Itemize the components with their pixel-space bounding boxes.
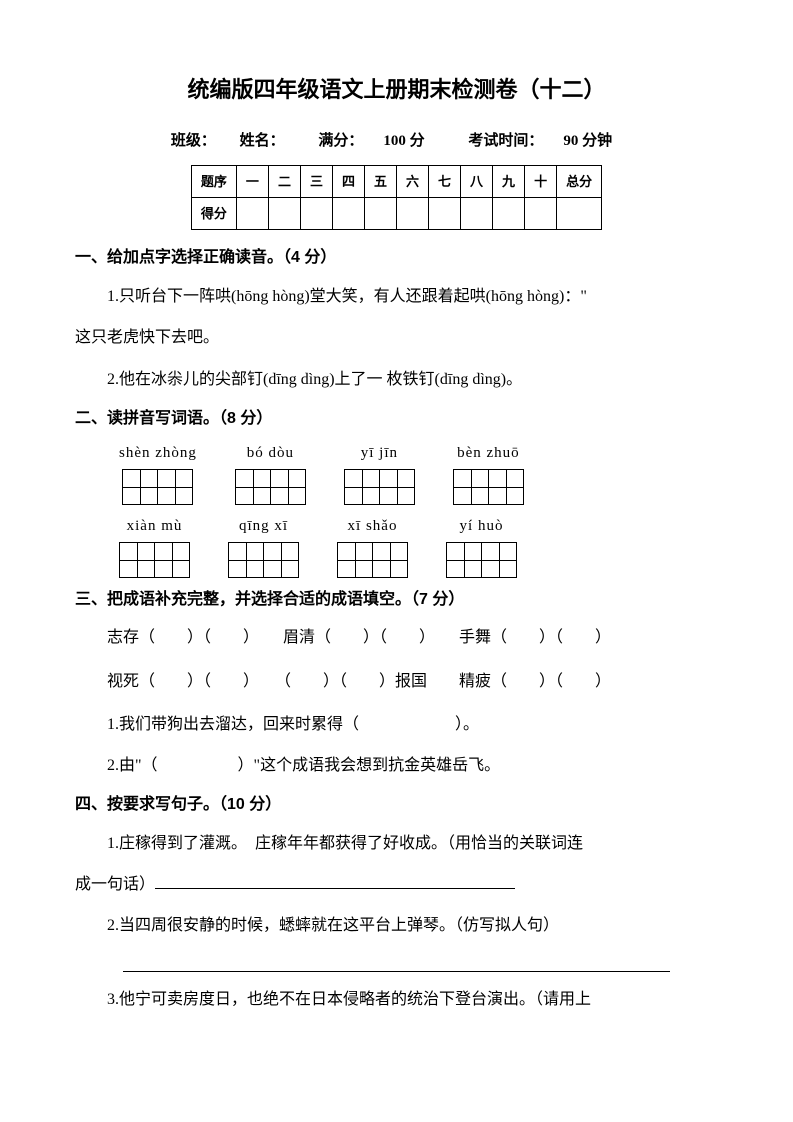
- idiom-line-2: 视死（ ）（ ） （ ）（ ）报国 精疲（ ）（ ）: [75, 664, 718, 699]
- cell: 五: [364, 165, 396, 197]
- pinyin-row-2: xiàn mù qīng xī xī shǎo yí huò: [119, 513, 718, 578]
- tianzi-grid[interactable]: [122, 469, 193, 505]
- tianzi-grid[interactable]: [119, 542, 190, 578]
- cell: 一: [236, 165, 268, 197]
- s4-q1a: 1.庄稼得到了灌溉。 庄稼年年都获得了好收成。（用恰当的关联词连: [75, 826, 718, 861]
- cell: 四: [332, 165, 364, 197]
- cell[interactable]: [397, 197, 429, 229]
- section-4-head: 四、按要求写句子。（10 分）: [75, 791, 718, 820]
- q1-line2: 这只老虎快下去吧。: [75, 320, 718, 355]
- pinyin-label: xiàn mù: [127, 513, 183, 540]
- cell[interactable]: [525, 197, 557, 229]
- cell: 七: [429, 165, 461, 197]
- section-2-head: 二、读拼音写词语。（8 分）: [75, 405, 718, 434]
- cell[interactable]: [300, 197, 332, 229]
- s4-q2: 2.当四周很安静的时候，蟋蟀就在这平台上弹琴。（仿写拟人句）: [75, 908, 718, 943]
- pinyin-item: xī shǎo: [337, 513, 408, 578]
- pinyin-label: bó dòu: [247, 440, 294, 467]
- answer-blank[interactable]: [123, 949, 670, 971]
- s3-q2: 2.由"（ ）"这个成语我会想到抗金英雄岳飞。: [75, 748, 718, 783]
- pinyin-item: bó dòu: [235, 440, 306, 505]
- cell[interactable]: [493, 197, 525, 229]
- idiom-line-1: 志存（ ）（ ） 眉清（ ）（ ） 手舞（ ）（ ）: [75, 620, 718, 655]
- pinyin-label: yī jīn: [361, 440, 398, 467]
- cell: 六: [397, 165, 429, 197]
- pinyin-item: yí huò: [446, 513, 517, 578]
- section-3-head: 三、把成语补充完整，并选择合适的成语填空。（7 分）: [75, 586, 718, 615]
- table-row: 得分: [191, 197, 601, 229]
- cell[interactable]: [461, 197, 493, 229]
- tianzi-grid[interactable]: [446, 542, 517, 578]
- full-score: 满分：100 分: [308, 133, 434, 149]
- cell: 二: [268, 165, 300, 197]
- s4-q1b: 成一句话）: [75, 867, 718, 902]
- cell: 题序: [191, 165, 236, 197]
- meta-row: 班级： 姓名： 满分：100 分 考试时间：90 分钟: [75, 128, 718, 155]
- tianzi-grid[interactable]: [235, 469, 306, 505]
- pinyin-item: shèn zhòng: [119, 440, 197, 505]
- s4-q3: 3.他宁可卖房度日，也绝不在日本侵略者的统治下登台演出。（请用上: [75, 982, 718, 1017]
- pinyin-item: qīng xī: [228, 513, 299, 578]
- cell: 总分: [557, 165, 602, 197]
- cell[interactable]: [236, 197, 268, 229]
- pinyin-row-1: shèn zhòng bó dòu yī jīn bèn zhuō: [119, 440, 718, 505]
- class-label: 班级：: [171, 133, 216, 149]
- section-1-head: 一、给加点字选择正确读音。（4 分）: [75, 244, 718, 273]
- tianzi-grid[interactable]: [344, 469, 415, 505]
- pinyin-item: xiàn mù: [119, 513, 190, 578]
- pinyin-label: xī shǎo: [348, 513, 398, 540]
- cell: 得分: [191, 197, 236, 229]
- cell[interactable]: [364, 197, 396, 229]
- tianzi-grid[interactable]: [228, 542, 299, 578]
- s3-q1: 1.我们带狗出去溜达，回来时累得（ ）。: [75, 707, 718, 742]
- cell[interactable]: [268, 197, 300, 229]
- tianzi-grid[interactable]: [337, 542, 408, 578]
- cell: 三: [300, 165, 332, 197]
- pinyin-label: yí huò: [460, 513, 504, 540]
- pinyin-label: shèn zhòng: [119, 440, 197, 467]
- cell[interactable]: [429, 197, 461, 229]
- pinyin-item: yī jīn: [344, 440, 415, 505]
- tianzi-grid[interactable]: [453, 469, 524, 505]
- cell[interactable]: [332, 197, 364, 229]
- q2-line: 2.他在冰尜儿的尖部钉(dīng dìng)上了一 枚铁钉(dīng dìng)…: [75, 362, 718, 397]
- answer-blank[interactable]: [155, 873, 515, 889]
- cell: 八: [461, 165, 493, 197]
- name-label: 姓名：: [240, 133, 285, 149]
- cell: 九: [493, 165, 525, 197]
- q1-line1: 1.只听台下一阵哄(hōng hòng)堂大笑，有人还跟着起哄(hōng hòn…: [75, 279, 718, 314]
- table-row: 题序 一 二 三 四 五 六 七 八 九 十 总分: [191, 165, 601, 197]
- pinyin-label: qīng xī: [239, 513, 288, 540]
- exam-title: 统编版四年级语文上册期末检测卷（十二）: [75, 70, 718, 110]
- pinyin-label: bèn zhuō: [457, 440, 520, 467]
- pinyin-item: bèn zhuō: [453, 440, 524, 505]
- score-table: 题序 一 二 三 四 五 六 七 八 九 十 总分 得分: [191, 165, 602, 231]
- cell[interactable]: [557, 197, 602, 229]
- exam-time: 考试时间：90 分钟: [458, 133, 622, 149]
- cell: 十: [525, 165, 557, 197]
